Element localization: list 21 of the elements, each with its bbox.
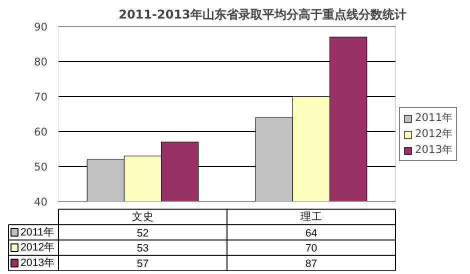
x-tick-label: 文史 [132, 210, 154, 223]
legend-label: 2012年 [20, 242, 56, 254]
data-label: 57 [136, 258, 149, 270]
data-label: 70 [305, 242, 318, 255]
legend-label: 2013年 [415, 143, 454, 157]
text: 2012年 [415, 127, 454, 140]
data-label: 64 [305, 227, 318, 240]
y-tick-label: 50 [34, 160, 48, 174]
data-label: 87 [305, 258, 318, 270]
text: 2011年 [415, 111, 454, 124]
data-label: 53 [136, 242, 149, 255]
y-tick-label: 70 [34, 90, 48, 104]
data-label: 52 [136, 227, 149, 240]
x-tick-label: 理工 [300, 210, 322, 223]
text: 2013年 [20, 257, 56, 270]
y-tick-label: 90 [34, 20, 48, 34]
y-tick-label: 60 [34, 126, 48, 138]
chart-title: 2011-2013年山东省录取平均分高于重点线分数统计 [118, 8, 406, 22]
y-tick-label: 40 [34, 196, 48, 208]
legend-label: 2011年 [20, 226, 54, 238]
y-tick-label: 80 [34, 56, 48, 68]
